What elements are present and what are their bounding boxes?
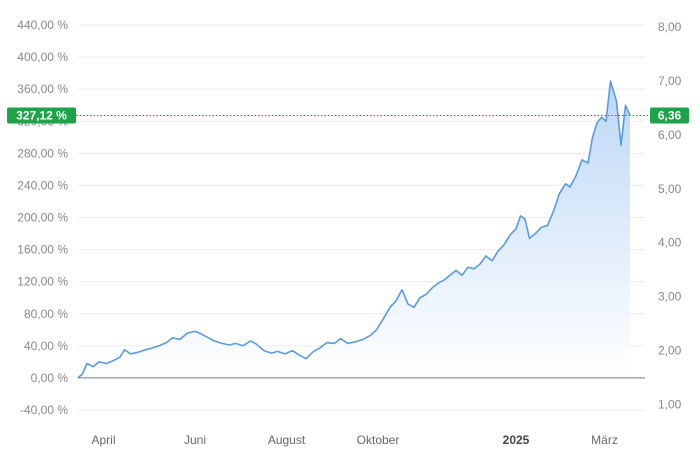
y-left-tick-label: 240,00 % (17, 178, 68, 192)
current-price-label: 6,36 (658, 109, 682, 123)
series-area (78, 81, 630, 378)
y-right-tick-label: 8,00 (658, 20, 682, 34)
y-left-tick-label: -40,00 % (20, 403, 68, 417)
y-axis-left: 440,00 %400,00 %360,00 %320,00 %280,00 %… (17, 18, 68, 417)
x-tick-label: April (91, 433, 115, 447)
current-percent-label: 327,12 % (16, 109, 67, 123)
y-left-tick-label: 200,00 % (17, 211, 68, 225)
current-percent-badge: 327,12 % (7, 107, 76, 124)
y-left-tick-label: 360,00 % (17, 82, 68, 96)
y-left-tick-label: 160,00 % (17, 243, 68, 257)
y-left-tick-label: 80,00 % (24, 307, 68, 321)
y-right-tick-label: 5,00 (658, 182, 682, 196)
y-left-tick-label: 120,00 % (17, 275, 68, 289)
y-right-tick-label: 3,00 (658, 290, 682, 304)
y-right-tick-label: 4,00 (658, 236, 682, 250)
y-left-tick-label: 280,00 % (17, 146, 68, 160)
y-left-tick-label: 0,00 % (31, 371, 69, 385)
y-axis-right: 8,00 7,00 6,00 5,00 4,00 3,00 2,00 1,00 (658, 20, 682, 411)
x-tick-label: März (591, 433, 618, 447)
x-tick-label: Oktober (357, 433, 400, 447)
y-right-tick-label: 6,00 (658, 128, 682, 142)
series-line (77, 80, 631, 379)
y-right-tick-label: 1,00 (658, 397, 682, 411)
x-tick-label: 2025 (503, 433, 530, 447)
y-right-tick-label: 2,00 (658, 343, 682, 357)
y-left-tick-label: 40,00 % (24, 339, 68, 353)
x-tick-label: August (268, 433, 306, 447)
x-tick-label: Juni (184, 433, 206, 447)
current-price-badge: 6,36 (650, 107, 689, 124)
x-axis: April Juni August Oktober 2025 März (91, 433, 617, 447)
y-right-tick-label: 7,00 (658, 74, 682, 88)
y-left-tick-label: 400,00 % (17, 50, 68, 64)
y-left-tick-label: 440,00 % (17, 18, 68, 32)
